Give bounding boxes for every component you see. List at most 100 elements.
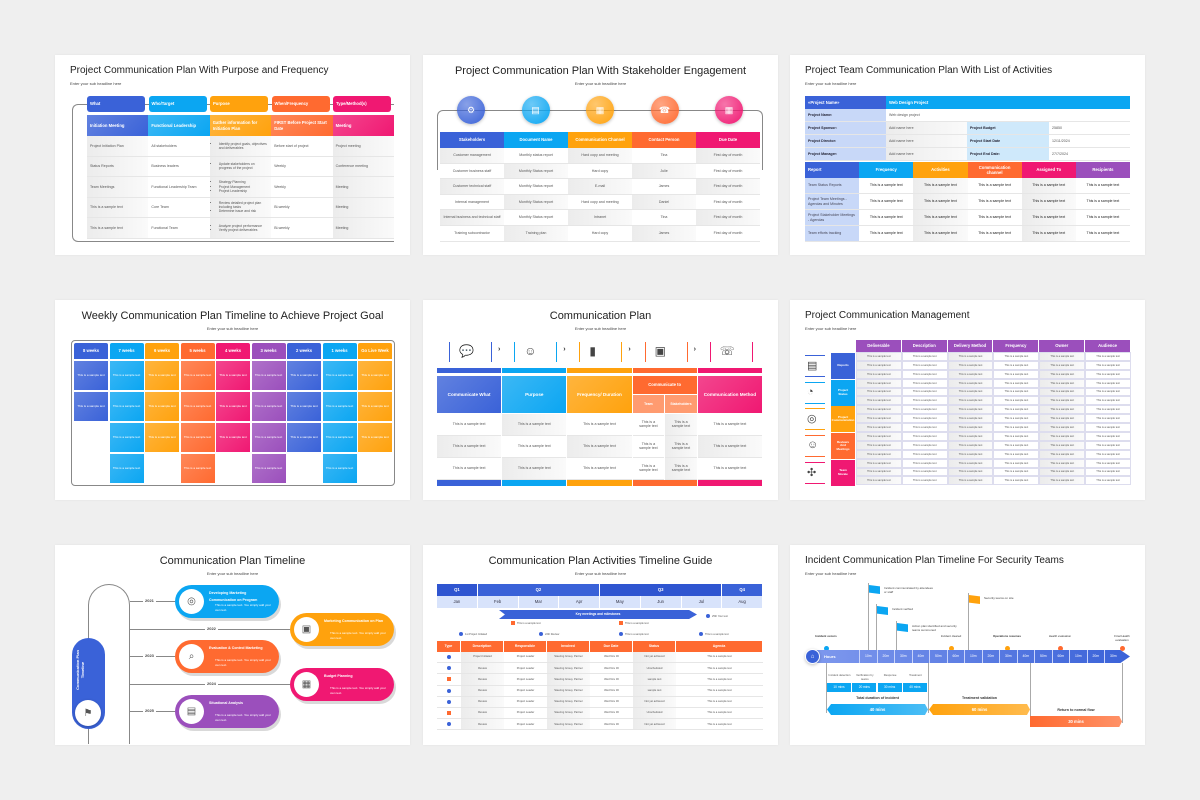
- table-cell: This is a sample text: [901, 458, 948, 468]
- table-cell: Internal management: [440, 195, 504, 211]
- timeline-card[interactable]: ▤ Situational Analysis This is a sample te…: [175, 695, 279, 728]
- event-dot-icon: [1119, 646, 1125, 651]
- table-cell: Steering Group, Partner: [547, 719, 590, 731]
- week-task-card[interactable]: This is a sample text: [358, 392, 392, 421]
- table-cell: This is a sample text: [856, 449, 902, 459]
- slide-1[interactable]: Project Communication Plan With Purpose …: [55, 55, 410, 255]
- info-label: Project Name:: [805, 109, 886, 122]
- table-cell: This is a sample text: [901, 369, 948, 379]
- week-task-card[interactable]: This is a sample text: [109, 454, 144, 483]
- week-task-card[interactable]: This is a sample text: [251, 392, 286, 421]
- meeting-icon: ☺: [807, 439, 819, 452]
- slide-6[interactable]: Project Communication Management Enter yo…: [790, 300, 1145, 500]
- slide-9[interactable]: Incident Communication Plan Timeline For…: [790, 545, 1145, 745]
- table-cell: This is a sample text: [901, 440, 948, 450]
- week-task-card[interactable]: This is a sample text: [216, 423, 250, 452]
- column-header: Type: [437, 641, 461, 652]
- week-task-card[interactable]: This is a sample text: [251, 454, 286, 483]
- week-task-card[interactable]: This is a sample text: [109, 361, 144, 390]
- table-cell: This is a sample text: [856, 440, 902, 450]
- info-value: Add name here: [886, 135, 967, 148]
- week-task-card[interactable]: This is a sample text: [287, 392, 321, 421]
- table-cell: This is a sample text: [947, 369, 994, 379]
- slide-8[interactable]: Communication Plan Activities Timeline G…: [423, 545, 778, 745]
- week-task-card[interactable]: This is a sample text: [322, 423, 357, 452]
- week-task-card[interactable]: This is a sample text: [287, 423, 321, 452]
- table-cell: This is a sample text: [947, 467, 994, 477]
- table-cell: Meeting: [332, 218, 394, 239]
- week-task-card[interactable]: This is a sample text: [180, 454, 215, 483]
- table-cell: This is a sample text: [856, 458, 902, 468]
- week-task-card[interactable]: This is a sample text: [322, 361, 357, 390]
- info-value: 27/7/2024: [1049, 148, 1130, 161]
- milestone-dot-icon: [619, 632, 623, 636]
- group-label: Reports: [831, 353, 855, 379]
- week-task-card[interactable]: This is a sample text: [287, 361, 321, 390]
- color-bar: [632, 480, 697, 486]
- table-cell: This is a sample text: [856, 467, 902, 477]
- milestone-text: 1st Project Initiated: [465, 632, 488, 636]
- table-cell: This is a sample text: [993, 414, 1040, 424]
- week-task-card[interactable]: This is a sample text: [216, 392, 250, 421]
- week-task-card[interactable]: This is a sample text: [322, 392, 357, 421]
- table-cell: This is a sample text: [993, 423, 1040, 433]
- table-cell: This is a sample text: [901, 432, 948, 441]
- accent-line: [805, 355, 825, 356]
- slide-3[interactable]: Project Team Communication Plan With Lis…: [790, 55, 1145, 255]
- week-task-card[interactable]: This is a sample text: [180, 392, 215, 421]
- timeline-card[interactable]: ▦ Budget Planning This is a sample text. Y…: [290, 668, 394, 701]
- slide-4[interactable]: Weekly Communication Plan Timeline to Ac…: [55, 300, 410, 500]
- week-task-card[interactable]: This is a sample text: [216, 361, 250, 390]
- divider: [1030, 663, 1031, 723]
- column-header: Communication channel: [967, 162, 1022, 178]
- week-task-card[interactable]: This is a sample text: [358, 423, 392, 452]
- bullet-item: Identify project goals, objectives and d…: [219, 142, 268, 151]
- table-cell: This is a sample text: [856, 432, 902, 441]
- week-task-card[interactable]: This is a sample text: [180, 361, 215, 390]
- lead-row-cell: Initiation Meeting: [87, 115, 149, 136]
- week-task-card[interactable]: This is a sample text: [145, 423, 179, 452]
- table-cell: This is a sample text: [947, 432, 994, 441]
- week-task-card[interactable]: This is a sample text: [180, 423, 215, 452]
- week-task-card[interactable]: This is a sample text: [109, 423, 144, 452]
- slide-7[interactable]: Communication Plan Timeline Enter your su…: [55, 545, 410, 745]
- week-task-card[interactable]: This is a sample text: [322, 454, 357, 483]
- year-label: 2025: [143, 708, 156, 713]
- table-cell: This is a sample text: [901, 449, 948, 459]
- table-cell: Meeting: [332, 177, 394, 198]
- timeline-card[interactable]: ⌕ Evaluation & Control Marketing This is a…: [175, 640, 279, 673]
- timeline-card[interactable]: ◎ Developing Marketing Communication on P…: [175, 585, 279, 618]
- tick-label: 30m: [999, 650, 1017, 663]
- slide-2[interactable]: Project Communication Plan With Stakehol…: [423, 55, 778, 255]
- timeline-card[interactable]: ▣ Marketing Communication on Plan This is …: [290, 613, 394, 646]
- slide-title: Project Team Communication Plan With Lis…: [805, 65, 1053, 76]
- table-cell: This is a sample text: [676, 663, 763, 675]
- column-header-chevron: When/Frequency: [271, 96, 330, 112]
- flag-pole: [876, 604, 877, 650]
- slide-subtitle: Enter your sub headline here: [206, 326, 259, 331]
- table-cell: Identify project goals, objectives and d…: [209, 136, 272, 157]
- table-cell: This is a sample text: [947, 405, 994, 415]
- calculator-icon: ▦: [294, 672, 319, 697]
- week-task-card[interactable]: This is a sample text: [145, 392, 179, 421]
- week-task-card[interactable]: This is a sample text: [74, 361, 108, 390]
- column-header: Description: [901, 340, 948, 352]
- table-cell: Project Leader: [504, 652, 547, 664]
- color-bar: [567, 480, 632, 486]
- table-cell: Not yet achieved: [633, 696, 676, 708]
- week-task-card[interactable]: This is a sample text: [251, 423, 286, 452]
- table-cell: Hard copy: [568, 164, 632, 180]
- week-task-card[interactable]: This is a sample text: [251, 361, 286, 390]
- table-cell: This is a sample text: [993, 387, 1040, 397]
- table-cell: This is a sample text: [947, 378, 994, 388]
- week-task-card[interactable]: This is a sample text: [109, 392, 144, 421]
- lead-row-cell: Functional Leadership: [148, 115, 210, 136]
- week-task-card[interactable]: This is a sample text: [145, 361, 179, 390]
- table-cell: This is a sample text: [676, 652, 763, 664]
- activities-table: Report Frequency Activities Communication c…: [805, 162, 1130, 242]
- slide-5[interactable]: Communication Plan Enter your sub headlin…: [423, 300, 778, 500]
- week-task-card[interactable]: This is a sample text: [358, 361, 392, 390]
- table-cell: This is a sample text: [993, 405, 1040, 415]
- week-task-card[interactable]: This is a sample text: [74, 392, 108, 421]
- table-cell: This is a sample text: [1075, 178, 1130, 194]
